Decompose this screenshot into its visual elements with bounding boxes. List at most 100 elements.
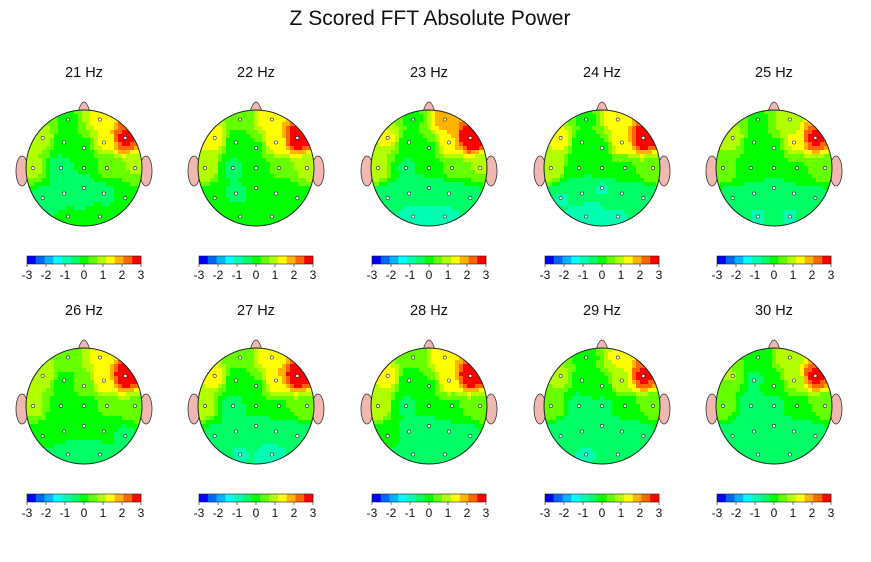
heatmap-cell: [568, 178, 573, 183]
heatmap-cell: [30, 420, 35, 425]
heatmap-cell: [592, 170, 597, 175]
heatmap-cell: [82, 348, 87, 353]
heatmap-cell: [234, 130, 239, 135]
heatmap-cell: [70, 214, 75, 219]
heatmap-cell: [560, 142, 565, 147]
heatmap-cell: [632, 170, 637, 175]
heatmap-cell: [86, 118, 91, 123]
heatmap-cell: [126, 194, 131, 199]
heatmap-cell: [580, 154, 585, 159]
heatmap-cell: [82, 110, 87, 115]
heatmap-cell: [756, 210, 761, 215]
heatmap-cell: [724, 154, 729, 159]
heatmap-cell: [415, 130, 420, 135]
heatmap-cell: [756, 198, 761, 203]
heatmap-cell: [86, 126, 91, 131]
heatmap-cell: [455, 214, 460, 219]
heatmap-cell: [50, 380, 55, 385]
heatmap-cell: [411, 198, 416, 203]
heatmap-cell: [110, 150, 115, 155]
heatmap-cell: [756, 218, 761, 223]
heatmap-cell: [198, 408, 203, 413]
electrode-marker: [558, 135, 563, 140]
electrode-marker: [468, 135, 473, 140]
heatmap-cell: [744, 146, 749, 151]
heatmap-cell: [58, 162, 63, 167]
heatmap-cell: [46, 170, 51, 175]
heatmap-cell: [270, 384, 275, 389]
heatmap-cell: [294, 368, 299, 373]
heatmap-cell: [274, 210, 279, 215]
heatmap-cell: [788, 162, 793, 167]
heatmap-cell: [42, 380, 47, 385]
heatmap-cell: [254, 360, 259, 365]
heatmap-cell: [38, 158, 43, 163]
heatmap-cell: [479, 150, 484, 155]
heatmap-cell: [94, 408, 99, 413]
heatmap-cell: [800, 174, 805, 179]
heatmap-cell: [463, 158, 468, 163]
heatmap-cell: [106, 198, 111, 203]
heatmap-cell: [564, 142, 569, 147]
heatmap-cell: [748, 198, 753, 203]
heatmap-cell: [118, 368, 123, 373]
heatmap-cell: [50, 392, 55, 397]
heatmap-cell: [298, 388, 303, 393]
heatmap-cell: [274, 162, 279, 167]
heatmap-cell: [636, 194, 641, 199]
heatmap-cell: [46, 142, 51, 147]
heatmap-cell: [278, 206, 283, 211]
heatmap-cell: [776, 138, 781, 143]
heatmap-cell: [306, 396, 311, 401]
heatmap-cell: [118, 166, 123, 171]
heatmap-cell: [616, 210, 621, 215]
heatmap-cell: [94, 150, 99, 155]
heatmap-cell: [246, 178, 251, 183]
colorbar-tick-label: 0: [81, 268, 88, 282]
heatmap-cell: [600, 174, 605, 179]
electrode-marker: [105, 404, 109, 408]
heatmap-cell: [784, 202, 789, 207]
heatmap-cell: [90, 198, 95, 203]
electrode-marker: [427, 146, 431, 150]
heatmap-cell: [760, 114, 765, 119]
heatmap-cell: [808, 130, 813, 135]
heatmap-cell: [592, 118, 597, 123]
heatmap-cell: [407, 122, 412, 127]
heatmap-cell: [42, 420, 47, 425]
heatmap-cell: [206, 194, 211, 199]
heatmap-cell: [134, 162, 139, 167]
heatmap-cell: [58, 400, 63, 405]
heatmap-cell: [246, 368, 251, 373]
heatmap-cell: [552, 134, 557, 139]
heatmap-cell: [130, 392, 135, 397]
heatmap-cell: [576, 142, 581, 147]
heatmap-cell: [42, 134, 47, 139]
heatmap-cell: [126, 186, 131, 191]
heatmap-cell: [62, 424, 67, 429]
heatmap-cell: [134, 412, 139, 417]
heatmap-cell: [628, 206, 633, 211]
heatmap-cell: [592, 190, 597, 195]
heatmap-cell: [592, 206, 597, 211]
heatmap-cell: [94, 392, 99, 397]
heatmap-cell: [262, 356, 267, 361]
electrode-marker: [97, 452, 102, 457]
heatmap-cell: [560, 174, 565, 179]
heatmap-cell: [371, 162, 376, 167]
heatmap-cell: [411, 162, 416, 167]
heatmap-cell: [804, 158, 809, 163]
heatmap-cell: [447, 206, 452, 211]
heatmap-cell: [431, 190, 436, 195]
electrode-marker: [407, 191, 411, 196]
heatmap-cell: [74, 142, 79, 147]
heatmap-cell: [760, 178, 765, 183]
heatmap-cell: [596, 138, 601, 143]
heatmap-cell: [728, 142, 733, 147]
heatmap-cell: [78, 174, 83, 179]
heatmap-cell: [286, 146, 291, 151]
heatmap-cell: [262, 380, 267, 385]
heatmap-cell: [270, 158, 275, 163]
electrode-marker: [447, 140, 451, 145]
heatmap-cell: [246, 150, 251, 155]
